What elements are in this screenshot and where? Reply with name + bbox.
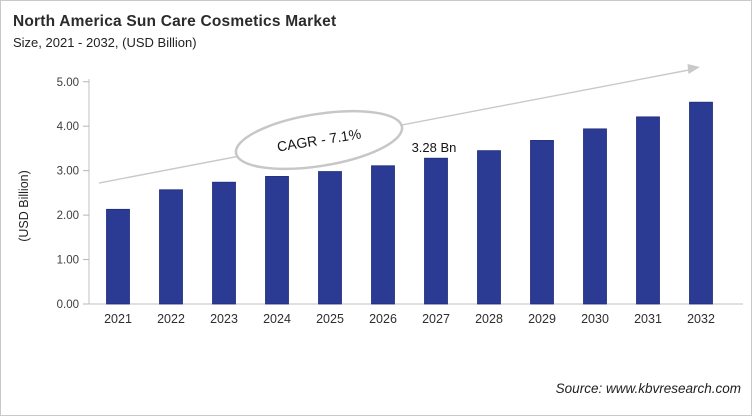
y-tick-label: 0.00 [57, 299, 79, 311]
source-credit: Source: www.kbvresearch.com [555, 381, 741, 396]
y-tick-label: 3.00 [57, 166, 79, 178]
y-axis: 0.00 1.00 2.00 3.00 4.00 5.00 [57, 77, 743, 311]
y-tick-label: 1.00 [57, 255, 79, 267]
bar-2026 [371, 165, 395, 305]
bar-2025 [318, 171, 342, 305]
x-tick-label-2031: 2031 [634, 312, 662, 326]
x-tick-label-2021: 2021 [104, 312, 132, 326]
y-axis-title: (USD Billion) [17, 170, 31, 242]
page-title: North America Sun Care Cosmetics Market [13, 13, 337, 30]
y-tick-label: 5.00 [57, 77, 79, 89]
bar-2027 [424, 157, 448, 305]
bar-2029 [530, 140, 554, 305]
x-tick-label-2026: 2026 [369, 312, 397, 326]
y-tick-label: 4.00 [57, 121, 79, 133]
bar-2031 [636, 116, 660, 305]
x-tick-label-2027: 2027 [422, 312, 450, 326]
x-tick-label-2022: 2022 [157, 312, 185, 326]
x-tick-label-2032: 2032 [687, 312, 715, 326]
chart-subtitle: Size, 2021 - 2032, (USD Billion) [13, 35, 197, 50]
cagr-callout: CAGR - 7.1% [234, 109, 404, 171]
bar-2023 [212, 181, 236, 305]
x-tick-label-2024: 2024 [263, 312, 291, 326]
x-tick-label-2025: 2025 [316, 312, 344, 326]
bar-2021 [106, 208, 130, 305]
x-tick-label-2023: 2023 [210, 312, 238, 326]
bar-2024 [265, 176, 289, 305]
x-tick-label-2030: 2030 [581, 312, 609, 326]
cagr-ellipse [234, 109, 404, 171]
bar-series: 2021 2022 2023 2024 2025 2026 2027 2028 2029 2030… [104, 101, 715, 326]
bar-2032 [689, 101, 713, 305]
x-tick-label-2029: 2029 [528, 312, 556, 326]
data-label-2027: 3.28 Bn [412, 140, 457, 155]
y-tick-label: 2.00 [57, 210, 79, 222]
bar-2030 [583, 128, 607, 305]
bar-2028 [477, 150, 501, 305]
x-tick-label-2028: 2028 [475, 312, 503, 326]
bar-2022 [159, 189, 183, 305]
